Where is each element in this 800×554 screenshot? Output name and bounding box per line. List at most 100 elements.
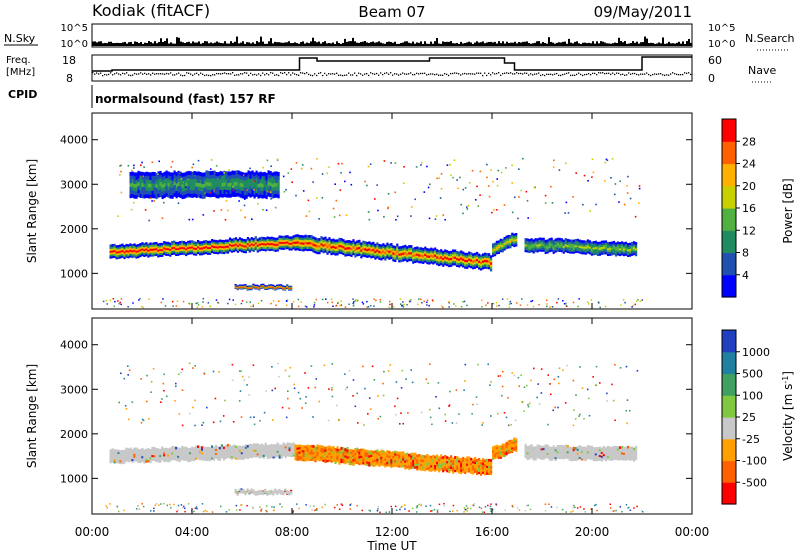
velocity-cell bbox=[300, 445, 303, 448]
power-cell bbox=[507, 242, 510, 245]
power-cell bbox=[444, 251, 447, 255]
nsky-bar bbox=[246, 42, 248, 46]
velocity-cell bbox=[316, 457, 319, 461]
nave-point bbox=[394, 73, 396, 75]
power-point bbox=[355, 299, 357, 301]
power-cell bbox=[252, 247, 255, 250]
velocity-cell bbox=[316, 444, 319, 448]
velocity-cell bbox=[113, 459, 116, 462]
power-cell bbox=[511, 236, 514, 239]
velocity-cell bbox=[185, 458, 188, 461]
power-cell bbox=[406, 252, 409, 256]
power-cell bbox=[183, 250, 186, 254]
power-cell bbox=[219, 178, 222, 183]
velocity-cell bbox=[125, 449, 128, 452]
velocity-cell bbox=[294, 457, 297, 461]
power-point bbox=[462, 301, 464, 303]
nave-point bbox=[144, 72, 146, 75]
velocity-cell bbox=[450, 466, 453, 469]
velocity-cell bbox=[306, 444, 309, 448]
velocity-cell bbox=[199, 457, 202, 461]
power-point bbox=[356, 300, 359, 302]
velocity-cell bbox=[230, 447, 233, 451]
nsky-bar bbox=[116, 42, 118, 46]
power-cell bbox=[416, 246, 419, 250]
power-cell bbox=[398, 250, 401, 254]
velocity-cell bbox=[133, 451, 136, 454]
power-cell bbox=[374, 248, 377, 251]
power-cell bbox=[109, 248, 112, 251]
power-cell bbox=[360, 242, 363, 246]
power-cell bbox=[258, 237, 261, 240]
velocity-cell bbox=[360, 453, 363, 456]
power-cell bbox=[201, 172, 204, 177]
power-cell bbox=[115, 247, 118, 250]
power-point bbox=[410, 299, 412, 301]
velocity-cell bbox=[414, 454, 417, 458]
power-cell bbox=[155, 245, 158, 249]
power-point bbox=[485, 304, 487, 306]
power-cell bbox=[201, 176, 204, 181]
velocity-cell bbox=[127, 456, 130, 459]
power-cell bbox=[492, 249, 495, 252]
power-cell bbox=[259, 171, 262, 176]
nsky-bar bbox=[232, 42, 234, 46]
power-cell bbox=[316, 244, 319, 248]
power-point bbox=[227, 209, 229, 212]
power-cell bbox=[554, 240, 557, 243]
velocity-cell bbox=[111, 454, 114, 457]
power-point bbox=[353, 301, 355, 303]
power-cell bbox=[165, 253, 168, 256]
velocity-cell bbox=[171, 455, 174, 459]
nsky-bar bbox=[372, 41, 374, 46]
power-cell bbox=[143, 176, 146, 180]
velocity-cell bbox=[238, 449, 241, 452]
power-cell bbox=[536, 240, 539, 243]
power-cell bbox=[490, 264, 493, 267]
nsky-bar bbox=[500, 43, 502, 46]
power-cell bbox=[233, 185, 236, 190]
power-cell bbox=[452, 260, 455, 264]
power-point bbox=[244, 216, 246, 219]
velocity-cell bbox=[250, 453, 253, 457]
power-cell bbox=[470, 263, 473, 266]
power-cell bbox=[241, 183, 244, 188]
power-cell bbox=[179, 182, 182, 187]
power-point bbox=[158, 160, 160, 163]
power-cell bbox=[169, 183, 172, 188]
power-cell bbox=[464, 257, 467, 260]
power-cell bbox=[540, 249, 543, 252]
power-cell bbox=[193, 171, 196, 175]
velocity-cell bbox=[129, 455, 132, 458]
power-cell bbox=[272, 248, 275, 252]
power-point bbox=[241, 300, 244, 302]
power-cell bbox=[179, 175, 182, 180]
power-cell bbox=[396, 248, 399, 251]
power-cell bbox=[223, 189, 226, 194]
velocity-cell bbox=[474, 468, 477, 471]
power-cell bbox=[446, 252, 449, 256]
power-cell bbox=[232, 241, 235, 245]
power-point bbox=[620, 304, 622, 306]
power-cell bbox=[378, 257, 381, 260]
velocity-cell bbox=[165, 449, 168, 453]
power-cell bbox=[165, 192, 168, 197]
power-cell bbox=[629, 248, 632, 251]
power-cell bbox=[580, 249, 583, 253]
velocity-cell bbox=[131, 456, 134, 460]
power-point bbox=[434, 218, 437, 220]
power-cell bbox=[558, 245, 561, 249]
power-point bbox=[565, 304, 567, 307]
nave-point bbox=[630, 73, 632, 75]
power-cell bbox=[420, 247, 423, 250]
power-cell bbox=[342, 248, 345, 251]
velocity-cell bbox=[416, 454, 419, 458]
power-point bbox=[285, 300, 288, 302]
nsky-bar bbox=[322, 42, 324, 46]
power-cell bbox=[171, 187, 174, 192]
power-cell bbox=[238, 237, 241, 240]
power-cell bbox=[149, 244, 152, 247]
power-cell bbox=[474, 257, 477, 260]
velocity-cell bbox=[234, 457, 237, 460]
velocity-cell bbox=[242, 447, 245, 451]
